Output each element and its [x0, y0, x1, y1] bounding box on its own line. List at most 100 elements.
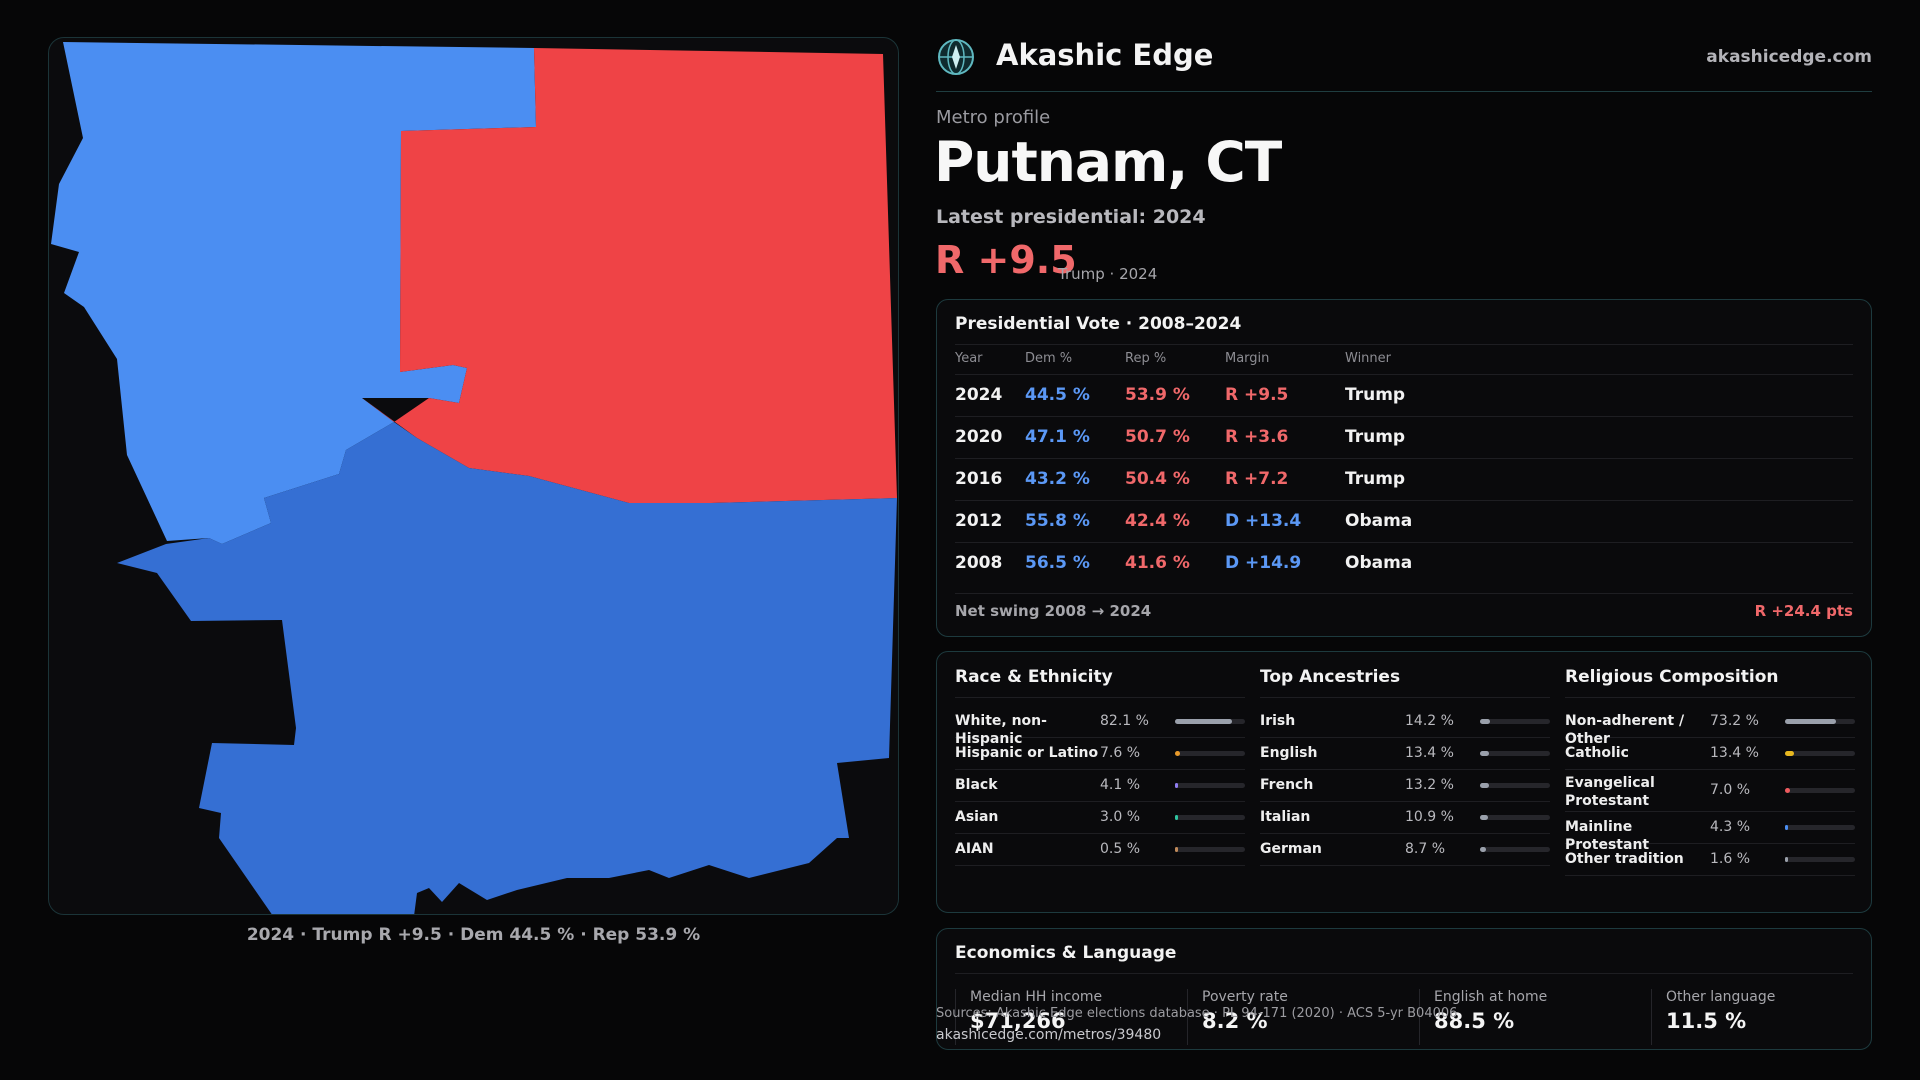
- ancestry-pct: 13.2 %: [1405, 777, 1454, 793]
- cell-year: 2008: [955, 553, 1003, 573]
- cell-year: 2024: [955, 385, 1003, 405]
- stat-value: 88.5 %: [1434, 1009, 1515, 1033]
- race-row: White, non-Hispanic 82.1 %: [955, 706, 1245, 747]
- map-region-northeast[interactable]: [362, 48, 897, 503]
- religion-row: Catholic 13.4 %: [1565, 738, 1855, 770]
- religion-label: Non-adherent / Other: [1565, 713, 1685, 747]
- religion-bar-track: [1785, 719, 1855, 724]
- race-label: Hispanic or Latino: [955, 745, 1099, 761]
- ancestry-row: Italian 10.9 %: [1260, 802, 1550, 834]
- vote-row-2008[interactable]: 2008 56.5 % 41.6 % D +14.9 Obama: [955, 542, 1853, 584]
- race-bar-track: [1175, 815, 1245, 820]
- net-swing-label: Net swing 2008 → 2024: [955, 602, 1152, 620]
- vote-row-2012[interactable]: 2012 55.8 % 42.4 % D +13.4 Obama: [955, 500, 1853, 542]
- race-pct: 82.1 %: [1100, 713, 1149, 729]
- cell-winner: Trump: [1345, 385, 1406, 405]
- race-bar-track: [1175, 847, 1245, 852]
- cell-year: 2012: [955, 511, 1003, 531]
- stat-english-at-home: English at home 88.5 %: [1419, 989, 1651, 1045]
- cell-rep-pct: 42.4 %: [1125, 511, 1190, 531]
- cell-dem-pct: 44.5 %: [1025, 385, 1090, 405]
- divider: [1565, 697, 1855, 698]
- ancestry-row: French 13.2 %: [1260, 770, 1550, 802]
- cell-dem-pct: 43.2 %: [1025, 469, 1090, 489]
- ancestry-label: English: [1260, 745, 1318, 761]
- race-bar-track: [1175, 783, 1245, 788]
- vote-row-2016[interactable]: 2016 43.2 % 50.4 % R +7.2 Trump: [955, 458, 1853, 500]
- religion-bar-fill: [1785, 788, 1790, 793]
- ancestry-pct: 14.2 %: [1405, 713, 1454, 729]
- religion-bar-track: [1785, 751, 1855, 756]
- ancestry-bar-track: [1480, 783, 1550, 788]
- religion-label: Catholic: [1565, 745, 1629, 761]
- religion-section-title: Religious Composition: [1565, 667, 1779, 687]
- race-label: White, non-Hispanic: [955, 713, 1047, 747]
- cell-margin: R +3.6: [1225, 427, 1289, 447]
- race-pct: 4.1 %: [1100, 777, 1141, 793]
- brand-url-link[interactable]: akashicedge.com: [1706, 47, 1872, 67]
- page-eyebrow: Metro profile: [936, 107, 1051, 128]
- race-label: Asian: [955, 809, 999, 825]
- stat-label: English at home: [1434, 989, 1548, 1005]
- cell-rep-pct: 50.7 %: [1125, 427, 1190, 447]
- headline-margin: R +9.5: [935, 238, 1077, 282]
- ancestry-bar-fill: [1480, 751, 1490, 756]
- ancestry-pct: 8.7 %: [1405, 841, 1446, 857]
- cell-margin: D +13.4: [1225, 511, 1302, 531]
- ancestry-row: German 8.7 %: [1260, 834, 1550, 866]
- county-map[interactable]: [48, 37, 899, 915]
- ancestry-label: Irish: [1260, 713, 1296, 729]
- race-bar-fill: [1175, 815, 1178, 820]
- page-title: Putnam, CT: [934, 130, 1282, 194]
- compass-globe-icon[interactable]: [936, 37, 976, 77]
- stat-value: 8.2 %: [1202, 1009, 1268, 1033]
- headline-margin-detail: Trump · 2024: [1058, 265, 1158, 283]
- religion-bar-fill: [1785, 825, 1788, 830]
- cell-rep-pct: 50.4 %: [1125, 469, 1190, 489]
- religion-row: Evangelical Protestant 7.0 %: [1565, 770, 1855, 812]
- map-region-northwest[interactable]: [51, 42, 536, 544]
- ancestry-label: German: [1260, 841, 1322, 857]
- race-label: AIAN: [955, 841, 994, 857]
- col-header-dem: Dem %: [1025, 351, 1073, 366]
- header-divider: [936, 91, 1872, 92]
- race-ethnicity-section: Race & Ethnicity White, non-Hispanic 82.1…: [955, 652, 1245, 914]
- ancestry-section: Top Ancestries Irish 14.2 % English 13.4 % F…: [1260, 652, 1550, 914]
- col-header-margin: Margin: [1225, 351, 1270, 366]
- religion-row: Non-adherent / Other 73.2 %: [1565, 706, 1855, 747]
- divider: [955, 973, 1853, 974]
- religion-pct: 1.6 %: [1710, 851, 1751, 867]
- religion-row: Other tradition 1.6 %: [1565, 844, 1855, 876]
- stat-poverty-rate: Poverty rate 8.2 %: [1187, 989, 1419, 1045]
- stat-label: Median HH income: [970, 989, 1103, 1005]
- ancestry-bar-fill: [1480, 847, 1487, 852]
- vote-row-2020[interactable]: 2020 47.1 % 50.7 % R +3.6 Trump: [955, 416, 1853, 458]
- religion-bar-fill: [1785, 719, 1837, 724]
- race-pct: 7.6 %: [1100, 745, 1141, 761]
- cell-margin: D +14.9: [1225, 553, 1302, 573]
- map-caption: 2024 · Trump R +9.5 · Dem 44.5 % · Rep 5…: [246, 925, 701, 945]
- cell-dem-pct: 56.5 %: [1025, 553, 1090, 573]
- county-map-svg: [51, 42, 897, 915]
- ancestry-bar-track: [1480, 815, 1550, 820]
- religion-label: Evangelical Protestant: [1565, 775, 1655, 809]
- race-row: Asian 3.0 %: [955, 802, 1245, 834]
- col-header-winner: Winner: [1345, 351, 1392, 366]
- religion-bar-track: [1785, 825, 1855, 830]
- divider: [955, 344, 1853, 345]
- map-region-south[interactable]: [117, 422, 897, 915]
- race-bar-fill: [1175, 719, 1233, 724]
- religion-bar-fill: [1785, 751, 1795, 756]
- cell-winner: Trump: [1345, 469, 1406, 489]
- ancestry-label: French: [1260, 777, 1314, 793]
- economics-panel: Economics & Language Median HH income $7…: [936, 928, 1872, 1050]
- source-url-link[interactable]: akashicedge.com/metros/39480: [936, 1027, 1162, 1043]
- race-label: Black: [955, 777, 998, 793]
- ancestry-row: Irish 14.2 %: [1260, 706, 1550, 738]
- vote-row-2024[interactable]: 2024 44.5 % 53.9 % R +9.5 Trump: [955, 374, 1853, 416]
- vote-panel-title: Presidential Vote · 2008–2024: [955, 314, 1242, 334]
- presidential-vote-panel: Presidential Vote · 2008–2024 Year Dem %…: [936, 299, 1872, 637]
- cell-rep-pct: 53.9 %: [1125, 385, 1190, 405]
- race-row: AIAN 0.5 %: [955, 834, 1245, 866]
- religion-pct: 13.4 %: [1710, 745, 1759, 761]
